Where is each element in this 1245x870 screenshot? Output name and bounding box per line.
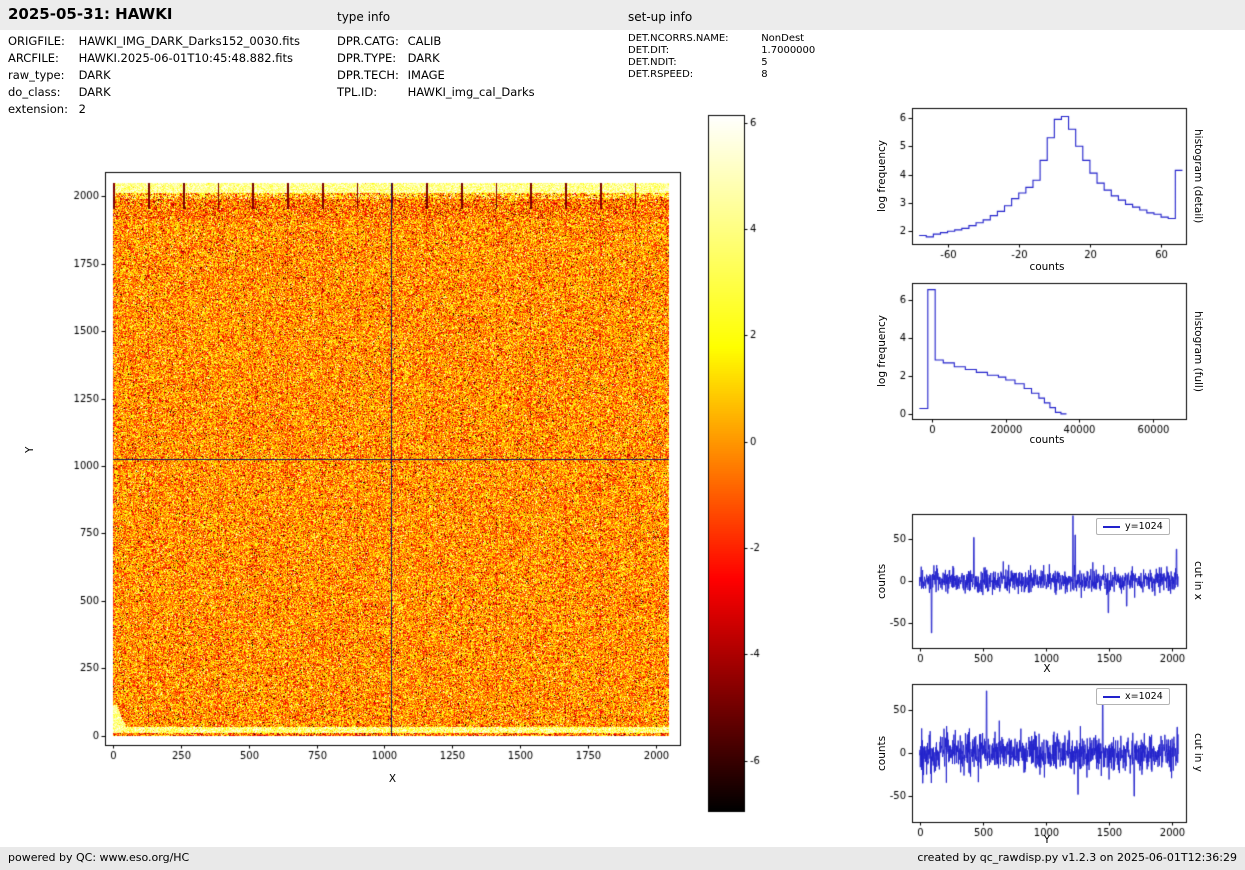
meta-row-origfile: ORIGFILE: HAWKI_IMG_DARK_Darks152_0030.f… <box>8 33 300 50</box>
colorbar-canvas <box>700 110 764 816</box>
meta-row-doclass: do_class: DARK <box>8 84 300 101</box>
hist-full-side-label: histogram (full) <box>1192 310 1204 392</box>
meta-value: NonDest <box>761 33 805 44</box>
cut-x-side-label: cut in x <box>1192 561 1204 601</box>
cut-y-ylabel: counts <box>876 735 888 771</box>
meta-row-rspeed: DET.RSPEED: 8 <box>628 69 815 81</box>
header-bar <box>0 0 1245 30</box>
detector-image-canvas <box>60 166 685 772</box>
cut-y-legend-label: x=1024 <box>1125 691 1163 702</box>
meta-label: TPL.ID: <box>337 85 378 99</box>
meta-label: DET.DIT: <box>628 45 670 56</box>
meta-row-dprtech: DPR.TECH: IMAGE <box>337 67 535 84</box>
meta-value: HAWKI_img_cal_Darks <box>407 85 535 99</box>
legend-line-sample <box>1103 695 1120 698</box>
hist-full-xlabel: counts <box>1029 434 1065 446</box>
meta-row-extension: extension: 2 <box>8 101 300 118</box>
meta-label: DPR.TYPE: <box>337 51 397 65</box>
hist-full-ylabel: log frequency <box>876 315 888 388</box>
legend-line-sample <box>1103 525 1120 528</box>
meta-value: DARK <box>407 51 440 65</box>
footer-bar <box>0 847 1245 870</box>
meta-label: DET.NDIT: <box>628 57 677 68</box>
cut-y-side-label: cut in y <box>1192 733 1204 773</box>
meta-label: DPR.TECH: <box>337 68 399 82</box>
setup-info-block: DET.NCORRS.NAME: NonDest DET.DIT: 1.7000… <box>628 33 815 81</box>
meta-label: extension: <box>8 102 68 116</box>
meta-row-ndit: DET.NDIT: 5 <box>628 57 815 69</box>
meta-label: ORIGFILE: <box>8 34 65 48</box>
meta-label: do_class: <box>8 85 61 99</box>
cut-y-legend: x=1024 <box>1096 688 1170 705</box>
meta-row-dit: DET.DIT: 1.7000000 <box>628 45 815 57</box>
meta-row-tplid: TPL.ID: HAWKI_img_cal_Darks <box>337 84 535 101</box>
page-title: 2025-05-31: HAWKI <box>8 5 173 23</box>
meta-value: DARK <box>78 68 111 82</box>
hist-detail-side-label: histogram (detail) <box>1192 128 1204 224</box>
footer-right-text: created by qc_rawdisp.py v1.2.3 on 2025-… <box>917 851 1237 864</box>
hist-detail-ylabel: log frequency <box>876 140 888 213</box>
meta-row-dprtype: DPR.TYPE: DARK <box>337 50 535 67</box>
setup-info-heading: set-up info <box>628 10 693 24</box>
file-info-block: ORIGFILE: HAWKI_IMG_DARK_Darks152_0030.f… <box>8 33 300 118</box>
type-info-block: DPR.CATG: CALIB DPR.TYPE: DARK DPR.TECH:… <box>337 33 535 101</box>
meta-label: DPR.CATG: <box>337 34 399 48</box>
histogram-detail-canvas <box>872 100 1194 272</box>
meta-value: HAWKI_IMG_DARK_Darks152_0030.fits <box>78 34 301 48</box>
footer-left-text: powered by QC: www.eso.org/HC <box>8 851 190 864</box>
main-xlabel: X <box>388 773 397 785</box>
type-info-heading: type info <box>337 10 391 24</box>
cut-x-ylabel: counts <box>876 563 888 599</box>
cut-y-xlabel: Y <box>1043 834 1051 846</box>
cut-x-legend: y=1024 <box>1096 518 1170 535</box>
main-ylabel: Y <box>24 446 36 454</box>
meta-label: raw_type: <box>8 68 65 82</box>
meta-label: DET.NCORRS.NAME: <box>628 33 729 44</box>
meta-value: DARK <box>78 85 111 99</box>
cut-in-y-canvas <box>872 676 1194 852</box>
meta-row-rawtype: raw_type: DARK <box>8 67 300 84</box>
meta-label: DET.RSPEED: <box>628 69 694 80</box>
cut-x-xlabel: X <box>1043 663 1051 675</box>
meta-row-ncorrs: DET.NCORRS.NAME: NonDest <box>628 33 815 45</box>
meta-value: 8 <box>761 69 768 80</box>
meta-value: 1.7000000 <box>761 45 816 56</box>
meta-value: 5 <box>761 57 768 68</box>
meta-row-arcfile: ARCFILE: HAWKI.2025-06-01T10:45:48.882.f… <box>8 50 300 67</box>
meta-value: 2 <box>78 102 86 116</box>
meta-value: HAWKI.2025-06-01T10:45:48.882.fits <box>78 51 294 65</box>
meta-value: CALIB <box>407 34 442 48</box>
hist-detail-xlabel: counts <box>1029 261 1065 273</box>
meta-label: ARCFILE: <box>8 51 59 65</box>
meta-value: IMAGE <box>407 68 445 82</box>
cut-x-legend-label: y=1024 <box>1125 521 1163 532</box>
histogram-full-canvas <box>872 275 1194 447</box>
meta-row-dprcatg: DPR.CATG: CALIB <box>337 33 535 50</box>
